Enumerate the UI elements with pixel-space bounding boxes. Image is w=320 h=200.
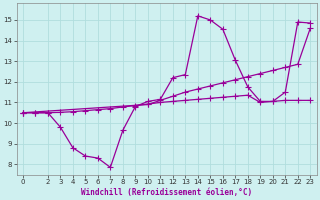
X-axis label: Windchill (Refroidissement éolien,°C): Windchill (Refroidissement éolien,°C): [81, 188, 252, 197]
